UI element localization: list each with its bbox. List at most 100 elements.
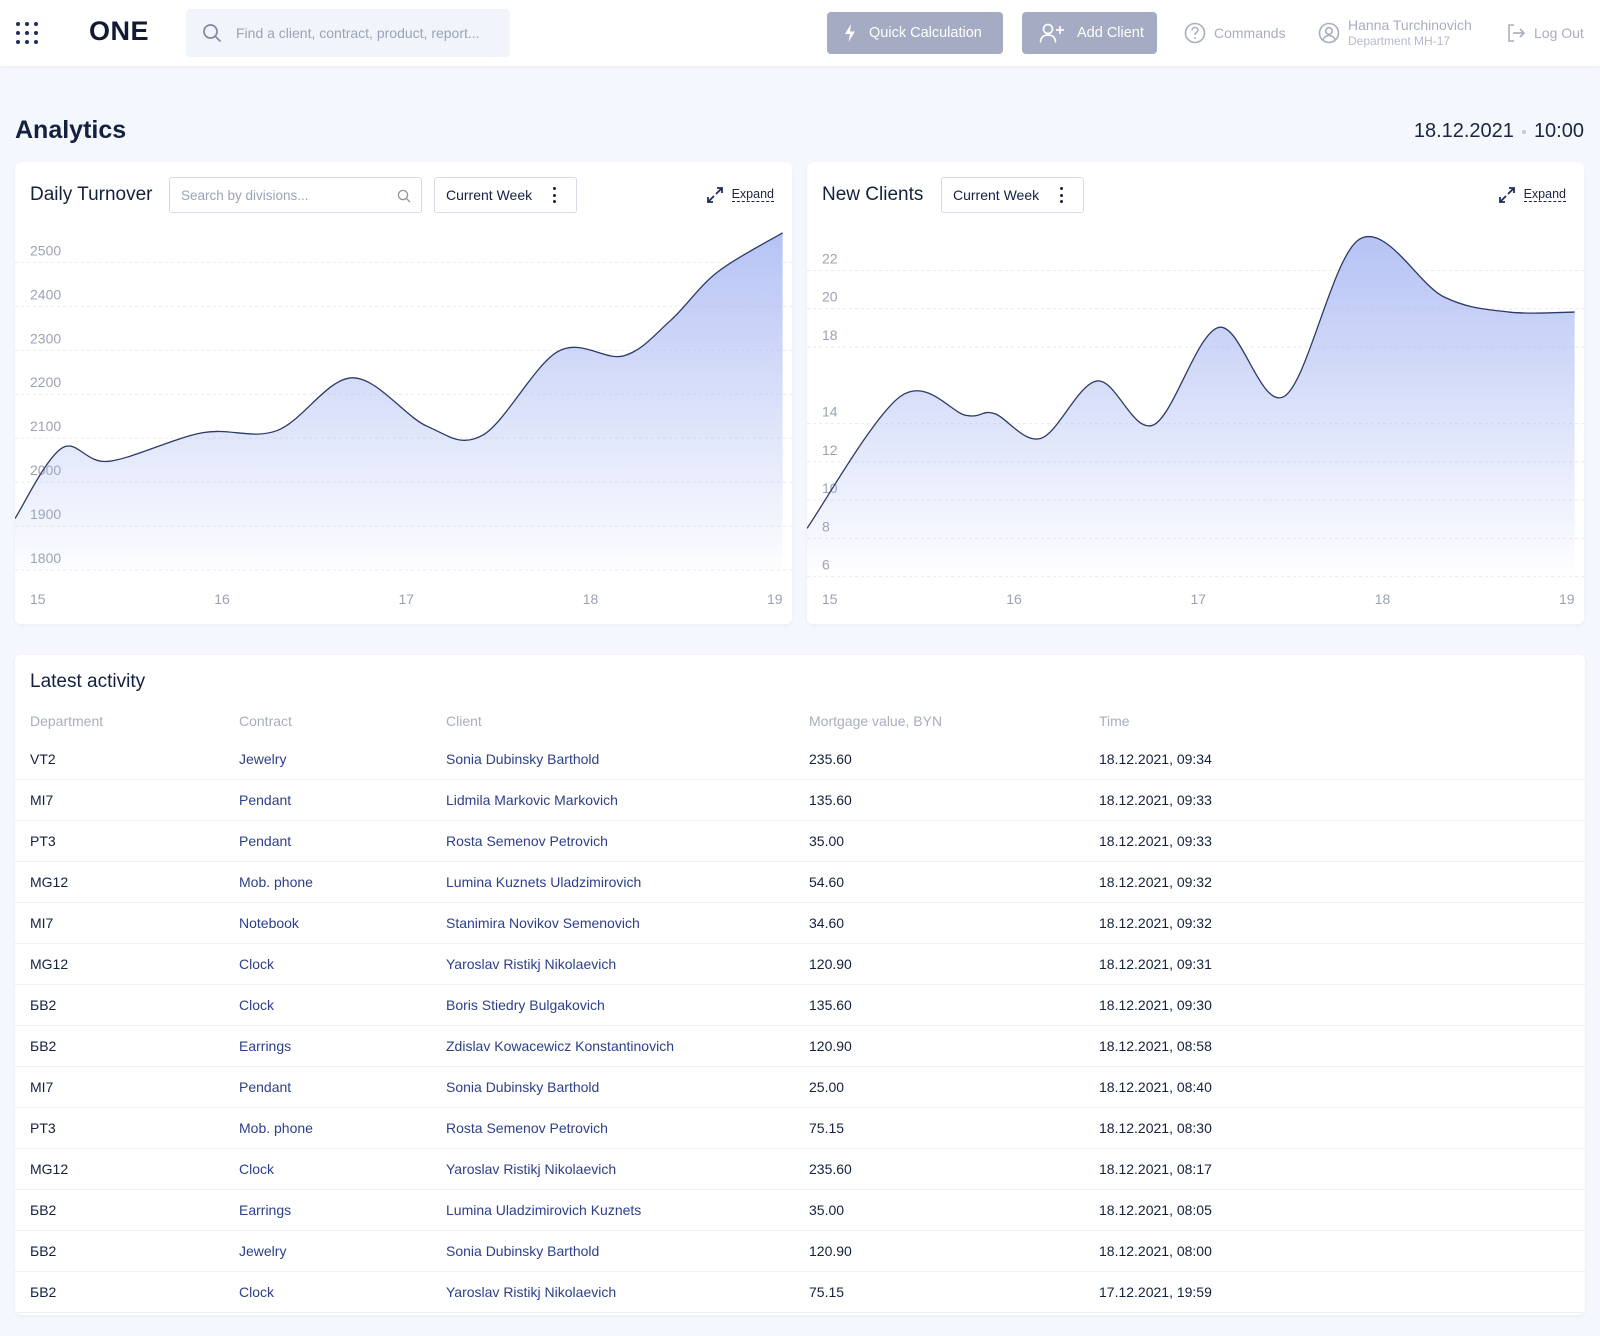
mortgage-cell: 54.60 <box>809 874 845 890</box>
table-row[interactable]: PT3 Mob. phone Rosta Semenov Petrovich 75.1… <box>15 1108 1585 1149</box>
column-header-client[interactable]: Client <box>446 713 482 729</box>
client-link[interactable]: Yaroslav Ristikj Nikolaevich <box>446 1161 617 1177</box>
time-cell: 18.12.2021, 08:00 <box>1099 1243 1212 1259</box>
column-header-time[interactable]: Time <box>1099 713 1130 729</box>
table-row[interactable]: БВ2 Earrings Lumina Uladzimirovich Kuznets… <box>15 1190 1585 1231</box>
table-row[interactable]: MG12 Clock Yaroslav Ristikj Nikolaevich 120… <box>15 944 1585 985</box>
y-tick-label: 18 <box>822 327 838 343</box>
series-area <box>807 236 1575 580</box>
table-row[interactable]: MI7 Pendant Sonia Dubinsky Barthold 25.00 18… <box>15 1067 1585 1108</box>
turnover-period-select[interactable]: Current Week <box>434 177 577 213</box>
x-tick-label: 18 <box>583 591 599 607</box>
contract-link[interactable]: Clock <box>239 956 275 972</box>
contract-link[interactable]: Earrings <box>239 1038 292 1054</box>
table-row[interactable]: БВ2 Jewelry Sonia Dubinsky Barthold 120.90 1… <box>15 1231 1585 1272</box>
department-cell: MG12 <box>30 956 69 972</box>
commands-link[interactable]: Commands <box>1184 0 1286 66</box>
department-cell: БВ2 <box>30 1038 57 1054</box>
y-tick-label: 2300 <box>30 330 61 346</box>
department-cell: MI7 <box>30 915 54 931</box>
client-link[interactable]: Yaroslav Ristikj Nikolaevich <box>446 1284 617 1300</box>
table-row[interactable]: MG12 Mob. phone Lumina Kuznets Uladzimirov… <box>15 862 1585 903</box>
department-cell: БВ2 <box>30 1243 57 1259</box>
contract-link[interactable]: Clock <box>239 997 275 1013</box>
turnover-expand-label: Expand <box>731 187 774 202</box>
client-link[interactable]: Sonia Dubinsky Barthold <box>446 1243 600 1259</box>
contract-link[interactable]: Pendant <box>239 792 292 808</box>
logout-label: Log Out <box>1534 25 1584 41</box>
latest-activity-title: Latest activity <box>30 671 146 692</box>
time-cell: 18.12.2021, 09:32 <box>1099 874 1212 890</box>
table-row[interactable]: VT2 Jewelry Sonia Dubinsky Barthold 235.60 1… <box>15 739 1585 780</box>
table-row[interactable]: PT3 Pendant Rosta Semenov Petrovich 35.00 18… <box>15 821 1585 862</box>
table-row[interactable]: БВ2 Clock Yaroslav Ristikj Nikolaevich 75.1… <box>15 1272 1585 1313</box>
contract-link[interactable]: Pendant <box>239 833 292 849</box>
client-link[interactable]: Lidmila Markovic Markovich <box>446 792 618 808</box>
client-link[interactable]: Lumina Uladzimirovich Kuznets <box>446 1202 642 1218</box>
series-line <box>807 236 1575 529</box>
column-header-contract[interactable]: Contract <box>239 713 292 729</box>
client-link[interactable]: Stanimira Novikov Semenovich <box>446 915 640 931</box>
more-vertical-icon[interactable] <box>1060 187 1063 203</box>
time-cell: 18.12.2021, 09:30 <box>1099 997 1212 1013</box>
table-row[interactable]: БВ2 Clock Boris Stiedry Bulgakovich 135.60 1… <box>15 985 1585 1026</box>
clients-period-select[interactable]: Current Week <box>941 177 1084 213</box>
department-cell: MG12 <box>30 874 69 890</box>
search-icon <box>397 189 411 203</box>
app-logo[interactable]: ONE <box>89 16 150 46</box>
latest-activity-card: Latest activity Department Contract Clie… <box>15 655 1585 1315</box>
x-tick-label: 17 <box>1191 591 1207 607</box>
user-profile[interactable]: Hanna Turchinovich Department MH-17 <box>1318 0 1472 66</box>
expand-icon <box>706 187 723 203</box>
department-cell: MI7 <box>30 792 54 808</box>
mortgage-cell: 120.90 <box>809 1243 852 1259</box>
table-row[interactable]: MG12 Clock Yaroslav Ristikj Nikolaevich 235… <box>15 1149 1585 1190</box>
user-department: Department MH-17 <box>1348 34 1451 48</box>
series-area <box>15 232 783 580</box>
client-link[interactable]: Rosta Semenov Petrovich <box>446 1120 608 1136</box>
divisions-search-input[interactable] <box>181 178 391 212</box>
quick-calculation-button[interactable]: Quick Calculation <box>827 12 1003 54</box>
mortgage-cell: 120.90 <box>809 956 852 972</box>
contract-link[interactable]: Notebook <box>239 915 299 931</box>
more-vertical-icon[interactable] <box>553 187 556 203</box>
table-row[interactable]: БВ2 Earrings Zdislav Kowacewicz Konstantin… <box>15 1026 1585 1067</box>
contract-link[interactable]: Jewelry <box>239 1243 287 1259</box>
client-link[interactable]: Yaroslav Ristikj Nikolaevich <box>446 956 617 972</box>
time-cell: 18.12.2021, 08:30 <box>1099 1120 1212 1136</box>
contract-link[interactable]: Mob. phone <box>239 874 313 890</box>
table-row[interactable]: MI7 Pendant Lidmila Markovic Markovich 135.… <box>15 780 1585 821</box>
mortgage-cell: 120.90 <box>809 1038 852 1054</box>
help-circle-icon <box>1184 22 1206 44</box>
client-link[interactable]: Boris Stiedry Bulgakovich <box>446 997 605 1013</box>
time-cell: 18.12.2021, 09:31 <box>1099 956 1212 972</box>
turnover-expand-link[interactable]: Expand <box>706 186 774 204</box>
logout-link[interactable]: Log Out <box>1506 0 1584 66</box>
contract-link[interactable]: Earrings <box>239 1202 292 1218</box>
add-client-button[interactable]: Add Client <box>1022 12 1157 54</box>
new-clients-chart: 681012141820221516171819 <box>807 236 1584 607</box>
client-link[interactable]: Lumina Kuznets Uladzimirovich <box>446 874 642 890</box>
apps-grid-icon[interactable] <box>16 22 38 44</box>
table-row[interactable]: MI7 Notebook Stanimira Novikov Semenovich 3… <box>15 903 1585 944</box>
client-link[interactable]: Sonia Dubinsky Barthold <box>446 1079 600 1095</box>
client-link[interactable]: Zdislav Kowacewicz Konstantinovich <box>446 1038 674 1054</box>
mortgage-cell: 135.60 <box>809 792 852 808</box>
contract-link[interactable]: Pendant <box>239 1079 292 1095</box>
contract-link[interactable]: Mob. phone <box>239 1120 313 1136</box>
clients-expand-link[interactable]: Expand <box>1498 186 1566 204</box>
client-link[interactable]: Rosta Semenov Petrovich <box>446 833 608 849</box>
time-cell: 18.12.2021, 09:33 <box>1099 833 1212 849</box>
x-tick-label: 19 <box>767 591 783 607</box>
contract-link[interactable]: Clock <box>239 1284 275 1300</box>
current-date: 18.12.2021 <box>1413 120 1514 142</box>
department-cell: БВ2 <box>30 997 57 1013</box>
global-search-input[interactable] <box>236 9 498 57</box>
contract-link[interactable]: Jewelry <box>239 751 287 767</box>
column-header-department[interactable]: Department <box>30 713 104 729</box>
department-cell: MI7 <box>30 1079 54 1095</box>
contract-link[interactable]: Clock <box>239 1161 275 1177</box>
department-cell: PT3 <box>30 1120 56 1136</box>
column-header-mortgage[interactable]: Mortgage value, BYN <box>809 713 943 729</box>
client-link[interactable]: Sonia Dubinsky Barthold <box>446 751 600 767</box>
